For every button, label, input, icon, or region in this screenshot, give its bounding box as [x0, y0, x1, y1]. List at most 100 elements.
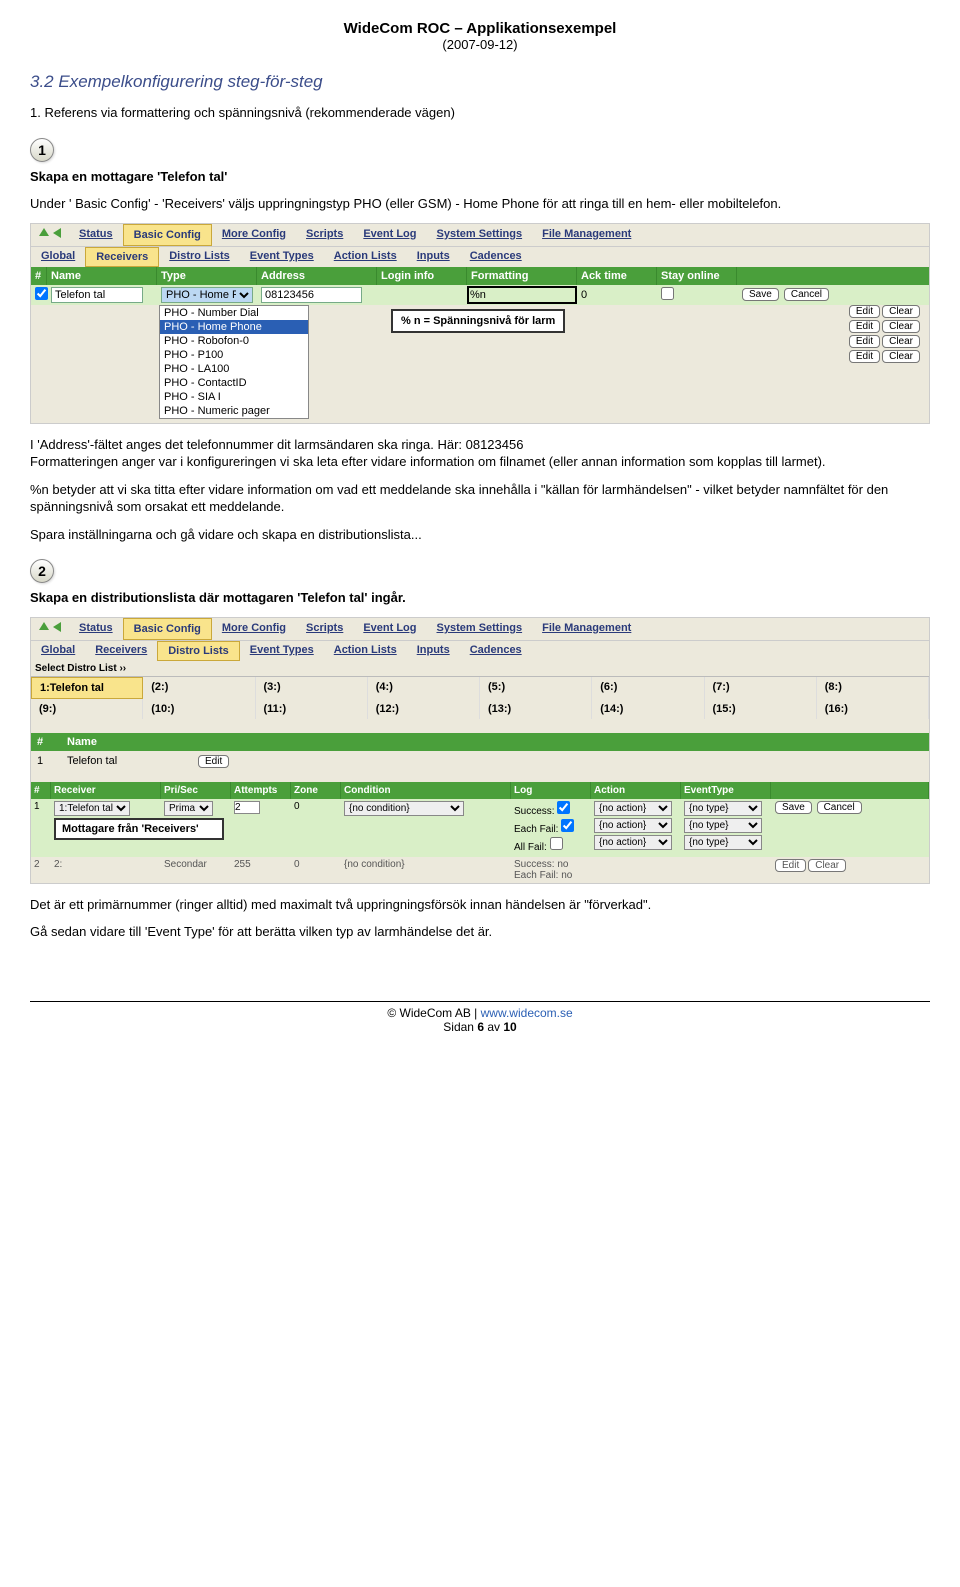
para-primary: Det är ett primärnummer (ringer alltid) … [30, 896, 930, 914]
save-button[interactable]: Save [742, 288, 779, 301]
type-option[interactable]: PHO - P100 [160, 348, 308, 362]
tab-action-lists[interactable]: Action Lists [324, 641, 407, 661]
tab-basic-config[interactable]: Basic Config [123, 618, 212, 640]
clear-button[interactable]: Clear [882, 320, 920, 333]
tab-global[interactable]: Global [31, 247, 85, 267]
tab-event-types[interactable]: Event Types [240, 247, 324, 267]
attempts-input[interactable] [234, 801, 260, 814]
tab-event-types[interactable]: Event Types [240, 641, 324, 661]
allfail-check[interactable] [550, 837, 563, 850]
footer-link[interactable]: www.widecom.se [481, 1006, 573, 1020]
type-option[interactable]: PHO - SIA I [160, 390, 308, 404]
tab-more-config[interactable]: More Config [212, 224, 296, 246]
success-check[interactable] [557, 801, 570, 814]
etype-select[interactable]: {no type} [684, 801, 762, 816]
tab-receivers[interactable]: Receivers [85, 641, 157, 661]
receivers-panel: StatusBasic ConfigMore ConfigScriptsEven… [30, 223, 930, 424]
type-option[interactable]: PHO - Robofon-0 [160, 334, 308, 348]
edit-button[interactable]: Edit [849, 305, 880, 318]
type-option[interactable]: PHO - Number Dial [160, 306, 308, 320]
edit-button[interactable]: Edit [849, 320, 880, 333]
step1-intro: 1. Referens via formattering och spännin… [30, 104, 930, 122]
tab-event-log[interactable]: Event Log [353, 618, 426, 640]
distro-grid-row2: (9:)(10:)(11:)(12:)(13:)(14:)(15:)(16:) [31, 699, 929, 719]
tab-scripts[interactable]: Scripts [296, 224, 353, 246]
tab-scripts[interactable]: Scripts [296, 618, 353, 640]
section-heading: 3.2 Exempelkonfigurering steg-för-steg [30, 72, 930, 92]
receiver-select[interactable]: 1:Telefon tal [54, 801, 130, 816]
cancel-button[interactable]: Cancel [784, 288, 829, 301]
name-input[interactable] [51, 287, 143, 303]
tab-basic-config[interactable]: Basic Config [123, 224, 212, 246]
clear-button[interactable]: Clear [808, 859, 846, 872]
distro-cell[interactable]: (5:) [480, 677, 592, 699]
clear-button[interactable]: Clear [882, 350, 920, 363]
arrow-back-icon [53, 228, 61, 238]
type-option[interactable]: PHO - Numeric pager [160, 404, 308, 418]
tab-system-settings[interactable]: System Settings [427, 224, 533, 246]
etype-block: {no type} {no type} {no type} [681, 799, 771, 854]
distro-cell[interactable]: (6:) [592, 677, 704, 699]
etype-select[interactable]: {no type} [684, 835, 762, 850]
distro-cell[interactable]: (3:) [256, 677, 368, 699]
distro-cell[interactable]: (13:) [480, 699, 592, 719]
stay-online-check[interactable] [661, 287, 674, 300]
etype-select[interactable]: {no type} [684, 818, 762, 833]
edit-button[interactable]: Edit [849, 335, 880, 348]
eachfail-check[interactable] [561, 819, 574, 832]
edit-button[interactable]: Edit [775, 859, 806, 872]
distro-cell[interactable]: (12:) [368, 699, 480, 719]
tab-cadences[interactable]: Cadences [460, 641, 532, 661]
type-select[interactable]: PHO - Home P [161, 287, 253, 303]
tab-status[interactable]: Status [69, 224, 123, 246]
tab-inputs[interactable]: Inputs [407, 641, 460, 661]
tab-cadences[interactable]: Cadences [460, 247, 532, 267]
type-option[interactable]: PHO - LA100 [160, 362, 308, 376]
distro-cell[interactable]: (7:) [705, 677, 817, 699]
cancel-button[interactable]: Cancel [817, 801, 862, 814]
tab-system-settings[interactable]: System Settings [427, 618, 533, 640]
nav-arrows-2[interactable] [31, 618, 69, 640]
distro-recv-row2: 2 2: Secondar 255 0 {no condition} Succe… [31, 857, 929, 883]
distro-cell[interactable]: (16:) [817, 699, 929, 719]
edit-button[interactable]: Edit [849, 350, 880, 363]
save-button[interactable]: Save [775, 801, 812, 814]
distro-cell[interactable]: 1:Telefon tal [31, 677, 143, 699]
tab-distro-lists[interactable]: Distro Lists [159, 247, 240, 267]
arrow-back-icon [53, 622, 61, 632]
doc-date: (2007-09-12) [30, 37, 930, 52]
distro-cell[interactable]: (15:) [705, 699, 817, 719]
tab-inputs[interactable]: Inputs [407, 247, 460, 267]
edit-button[interactable]: Edit [198, 755, 229, 768]
distro-cell[interactable]: (2:) [143, 677, 255, 699]
tab-event-log[interactable]: Event Log [353, 224, 426, 246]
action-select[interactable]: {no action} [594, 818, 672, 833]
nav-arrows[interactable] [31, 224, 69, 246]
tab-more-config[interactable]: More Config [212, 618, 296, 640]
tab-status[interactable]: Status [69, 618, 123, 640]
tab-action-lists[interactable]: Action Lists [324, 247, 407, 267]
clear-button[interactable]: Clear [882, 305, 920, 318]
tab-global[interactable]: Global [31, 641, 85, 661]
tab-file-management[interactable]: File Management [532, 224, 641, 246]
clear-button[interactable]: Clear [882, 335, 920, 348]
distro-cell[interactable]: (11:) [256, 699, 368, 719]
type-option[interactable]: PHO - ContactID [160, 376, 308, 390]
distro-cell[interactable]: (10:) [143, 699, 255, 719]
tab-file-management[interactable]: File Management [532, 618, 641, 640]
distro-cell[interactable]: (4:) [368, 677, 480, 699]
distro-cell[interactable]: (9:) [31, 699, 143, 719]
address-input[interactable] [261, 287, 362, 303]
distro-cell[interactable]: (8:) [817, 677, 929, 699]
type-option-list[interactable]: PHO - Number DialPHO - Home PhonePHO - R… [159, 305, 309, 419]
action-select[interactable]: {no action} [594, 801, 672, 816]
step-badge-2: 2 [30, 559, 54, 583]
tab-distro-lists[interactable]: Distro Lists [157, 641, 240, 661]
prisec-select[interactable]: Prima [164, 801, 213, 816]
type-option[interactable]: PHO - Home Phone [160, 320, 308, 334]
distro-cell[interactable]: (14:) [592, 699, 704, 719]
action-select[interactable]: {no action} [594, 835, 672, 850]
tab-receivers[interactable]: Receivers [85, 247, 159, 267]
receiver-row-1: PHO - Home P %n 0 Save Cancel [31, 285, 929, 305]
condition-select[interactable]: {no condition} [344, 801, 464, 816]
